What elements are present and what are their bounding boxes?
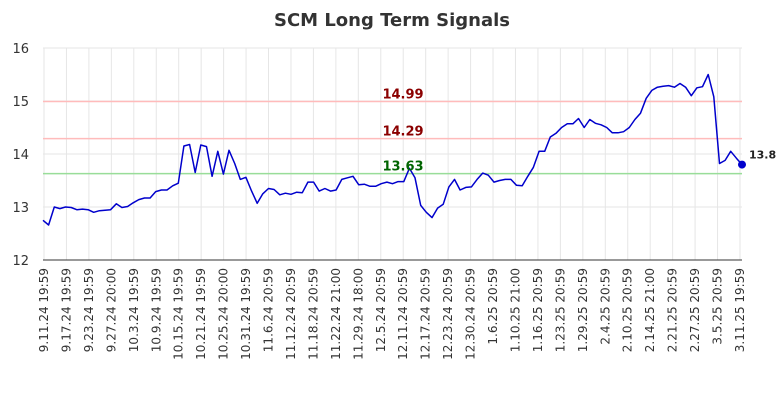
reference-label: 13.63 [382,160,423,175]
x-tick-label: 11.12.24 20:59 [284,268,298,360]
x-tick-label: 2.14.25 21:00 [643,268,657,352]
reference-lines [43,100,742,175]
x-tick-label: 11.22.24 21:00 [329,268,343,360]
x-tick-label: 2.21.25 20:59 [666,268,680,352]
last-value-label: 13.8 [749,149,776,162]
x-tick-label: 3.11.25 19:59 [733,268,747,352]
x-tick-label: 2.27.25 20:59 [688,268,702,352]
y-tick-label: 16 [12,42,29,57]
labels: 12 13 14 15 16 9.11.24 19:59 9.17.24 19:59 9.23… [12,42,776,360]
x-tick-label: 9.11.24 19:59 [37,268,51,352]
y-tick-label: 12 [12,254,29,269]
reference-label: 14.29 [382,125,423,140]
x-tick-label: 12.5.24 20:59 [374,268,388,352]
x-tick-label: 10.9.24 19:59 [149,268,163,352]
x-tick-label: 3.5.25 20:59 [711,268,725,345]
x-tick-label: 11.18.24 20:59 [306,268,320,360]
series-line [42,73,743,226]
x-tick-label: 11.29.24 18:00 [351,268,365,360]
x-tick-label: 2.4.25 20:59 [598,268,612,345]
reference-label: 14.99 [382,88,423,103]
x-tick-label: 10.3.24 19:59 [127,268,141,352]
x-tick-label: 10.31.24 19:59 [239,268,253,360]
series-layer [42,73,746,226]
x-tick-label: 1.16.25 20:59 [531,268,545,352]
x-tick-label: 10.15.24 19:59 [172,268,186,360]
x-tick-label: 12.17.24 20:59 [419,268,433,360]
x-tick-label: 1.6.25 20:59 [486,268,500,345]
x-tick-label: 10.25.24 20:00 [217,268,231,360]
x-tick-label: 9.17.24 19:59 [59,268,73,352]
last-point-marker [738,160,746,169]
chart-title: SCM Long Term Signals [274,10,510,31]
x-tick-label: 9.27.24 20:00 [104,268,118,352]
x-tick-label: 1.29.25 20:59 [576,268,590,352]
x-tick-label: 12.23.24 20:59 [441,268,455,360]
x-tick-label: 9.23.24 19:59 [82,268,96,352]
x-tick-label: 1.23.25 20:59 [553,268,567,352]
x-tick-label: 12.11.24 20:59 [396,268,410,360]
x-tick-label: 2.10.25 20:59 [621,268,635,352]
x-tick-label: 12.30.24 20:59 [464,268,478,360]
y-tick-label: 14 [12,148,29,163]
y-tick-label: 13 [12,201,29,216]
x-tick-label: 11.6.24 20:59 [262,268,276,352]
x-tick-label: 1.10.25 21:00 [508,268,522,352]
grid [43,47,742,261]
y-tick-label: 15 [12,95,29,110]
x-tick-label: 10.21.24 19:59 [194,268,208,360]
